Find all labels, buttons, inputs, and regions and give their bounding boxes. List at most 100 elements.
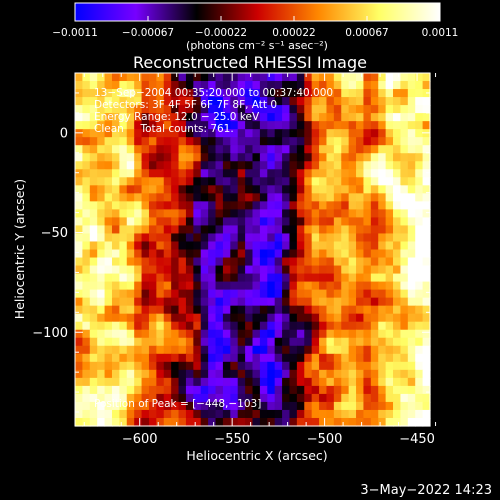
heatmap-cell	[82, 257, 91, 267]
heatmap-cell	[156, 185, 165, 194]
heatmap-cell	[111, 385, 120, 395]
heatmap-cell	[326, 377, 335, 387]
heatmap-cell	[348, 89, 357, 98]
heatmap-cell	[89, 97, 98, 106]
heatmap-cell	[333, 337, 342, 347]
heatmap-cell	[163, 97, 172, 106]
heatmap-cell	[370, 305, 379, 315]
heatmap-cell	[400, 209, 409, 219]
heatmap-cell	[208, 393, 217, 403]
heatmap-cell	[422, 209, 431, 219]
heatmap-cell	[141, 201, 150, 210]
heatmap-cell	[119, 233, 128, 243]
heatmap-cell	[171, 273, 180, 283]
heatmap-cell	[296, 321, 305, 331]
heatmap-cell	[422, 97, 431, 106]
heatmap-cell	[237, 265, 246, 275]
heatmap-cell	[82, 209, 91, 219]
heatmap-cell	[400, 145, 409, 154]
heatmap-cell	[111, 305, 120, 315]
heatmap-cell	[252, 113, 261, 122]
heatmap-cell	[400, 241, 409, 251]
heatmap-cell	[400, 105, 409, 114]
heatmap-cell	[215, 249, 224, 259]
heatmap-cell	[148, 345, 157, 355]
heatmap-cell	[407, 153, 416, 162]
heatmap-cell	[134, 121, 143, 130]
heatmap-cell	[304, 201, 313, 210]
heatmap-cell	[385, 145, 394, 154]
heatmap-cell	[356, 209, 365, 219]
heatmap-cell	[171, 241, 180, 251]
heatmap-cell	[134, 377, 143, 387]
heatmap-cell	[208, 305, 217, 315]
heatmap-cell	[126, 345, 135, 355]
heatmap-cell	[400, 273, 409, 283]
heatmap-cell	[178, 169, 187, 178]
heatmap-cell	[319, 289, 328, 299]
heatmap-cell	[245, 89, 254, 98]
heatmap-cell	[82, 361, 91, 371]
heatmap-cell	[111, 209, 120, 219]
heatmap-cell	[333, 129, 342, 138]
heatmap-cell	[89, 137, 98, 146]
heatmap-cell	[259, 361, 268, 371]
heatmap-cell	[259, 265, 268, 275]
heatmap-cell	[222, 321, 231, 331]
heatmap-cell	[341, 273, 350, 283]
heatmap-cell	[385, 105, 394, 114]
heatmap-cell	[245, 329, 254, 339]
heatmap-cell	[119, 201, 128, 210]
heatmap-cell	[356, 361, 365, 371]
heatmap-cell	[119, 225, 128, 235]
heatmap-cell	[378, 385, 387, 395]
heatmap-cell	[82, 217, 91, 227]
heatmap-cell	[370, 169, 379, 178]
heatmap-cell	[385, 153, 394, 162]
heatmap-cell	[97, 169, 106, 178]
heatmap-cell	[222, 137, 231, 146]
heatmap-cell	[267, 329, 276, 339]
heatmap-cell	[326, 297, 335, 307]
heatmap-cell	[393, 225, 402, 235]
heatmap-cell	[82, 313, 91, 323]
heatmap-cell	[185, 161, 194, 170]
heatmap-cell	[104, 249, 113, 259]
heatmap-cell	[82, 177, 91, 186]
heatmap-cell	[200, 329, 209, 339]
heatmap-cell	[370, 209, 379, 219]
heatmap-cell	[148, 89, 157, 98]
heatmap-cell	[378, 249, 387, 259]
heatmap-cell	[333, 225, 342, 235]
heatmap-cell	[185, 337, 194, 347]
heatmap-cell	[97, 409, 106, 419]
heatmap-cell	[111, 121, 120, 130]
heatmap-cell	[111, 193, 120, 202]
heatmap-cell	[319, 121, 328, 130]
heatmap-cell	[267, 257, 276, 267]
heatmap-cell	[104, 185, 113, 194]
heatmap-cell	[311, 273, 320, 283]
heatmap-cell	[363, 417, 372, 427]
heatmap-cell	[289, 129, 298, 138]
heatmap-cell	[89, 409, 98, 419]
heatmap-cell	[274, 353, 283, 363]
heatmap-cell	[111, 241, 120, 251]
heatmap-cell	[89, 177, 98, 186]
heatmap-cell	[75, 201, 83, 210]
heatmap-cell	[333, 345, 342, 355]
heatmap-cell	[341, 225, 350, 235]
heatmap-cell	[185, 137, 194, 146]
heatmap-cell	[259, 145, 268, 154]
heatmap-cell	[171, 137, 180, 146]
heatmap-cell	[422, 153, 431, 162]
heatmap-cell	[259, 289, 268, 299]
heatmap-cell	[200, 281, 209, 291]
heatmap-cell	[341, 345, 350, 355]
heatmap-cell	[407, 321, 416, 331]
heatmap-cell	[237, 273, 246, 283]
heatmap-cell	[289, 329, 298, 339]
heatmap-cell	[370, 161, 379, 170]
heatmap-cell	[200, 129, 209, 138]
heatmap-cell	[415, 401, 424, 411]
